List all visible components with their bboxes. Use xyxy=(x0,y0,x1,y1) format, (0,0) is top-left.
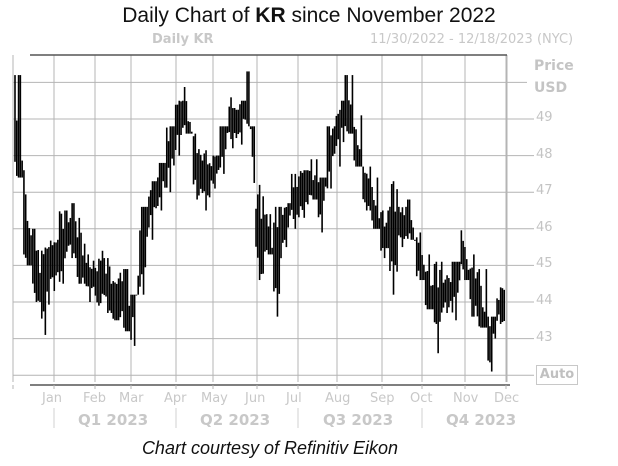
chart-title: Daily Chart of KR since November 2022 xyxy=(0,4,618,28)
y-tick-label: 46 xyxy=(536,219,553,235)
y-axis-title-currency: USD xyxy=(534,80,568,96)
panel-label: Daily KR xyxy=(152,32,214,47)
x-month-label: Sep xyxy=(370,391,395,406)
y-tick-label: 43 xyxy=(536,329,553,345)
x-quarter-label: Q3 2023 xyxy=(323,411,394,429)
x-month-label: Dec xyxy=(494,391,520,406)
y-tick-label: 45 xyxy=(536,256,553,272)
title-prefix: Daily Chart of xyxy=(122,4,256,27)
auto-scale-button[interactable]: Auto xyxy=(536,365,578,385)
y-tick-label: 44 xyxy=(536,293,553,308)
x-quarter-label: Q1 2023 xyxy=(78,411,149,429)
x-month-label: Oct xyxy=(410,391,433,406)
x-quarter-label: Q2 2023 xyxy=(200,411,271,429)
x-month-label: Jun xyxy=(245,391,266,406)
title-ticker: KR xyxy=(255,4,286,27)
x-month-label: Mar xyxy=(119,391,144,406)
chart-credit: Chart courtesy of Refinitiv Eikon xyxy=(141,438,399,458)
y-axis-title-price: Price xyxy=(534,58,574,74)
x-month-label: Nov xyxy=(453,391,479,406)
y-tick-label: 49 xyxy=(536,110,553,125)
y-tick-label: 47 xyxy=(536,183,553,199)
x-month-label: Jan xyxy=(42,391,63,406)
x-month-label: Aug xyxy=(325,391,351,406)
x-month-label: May xyxy=(201,391,228,406)
title-suffix: since November 2022 xyxy=(285,4,496,27)
y-tick-label: 48 xyxy=(536,146,553,162)
x-month-label: Apr xyxy=(164,391,187,406)
x-month-label: Feb xyxy=(83,391,107,406)
x-month-label: Jul xyxy=(286,391,302,406)
x-quarter-label: Q4 2023 xyxy=(446,411,517,429)
date-range: 11/30/2022 - 12/18/2023 (NYC) xyxy=(370,32,574,47)
